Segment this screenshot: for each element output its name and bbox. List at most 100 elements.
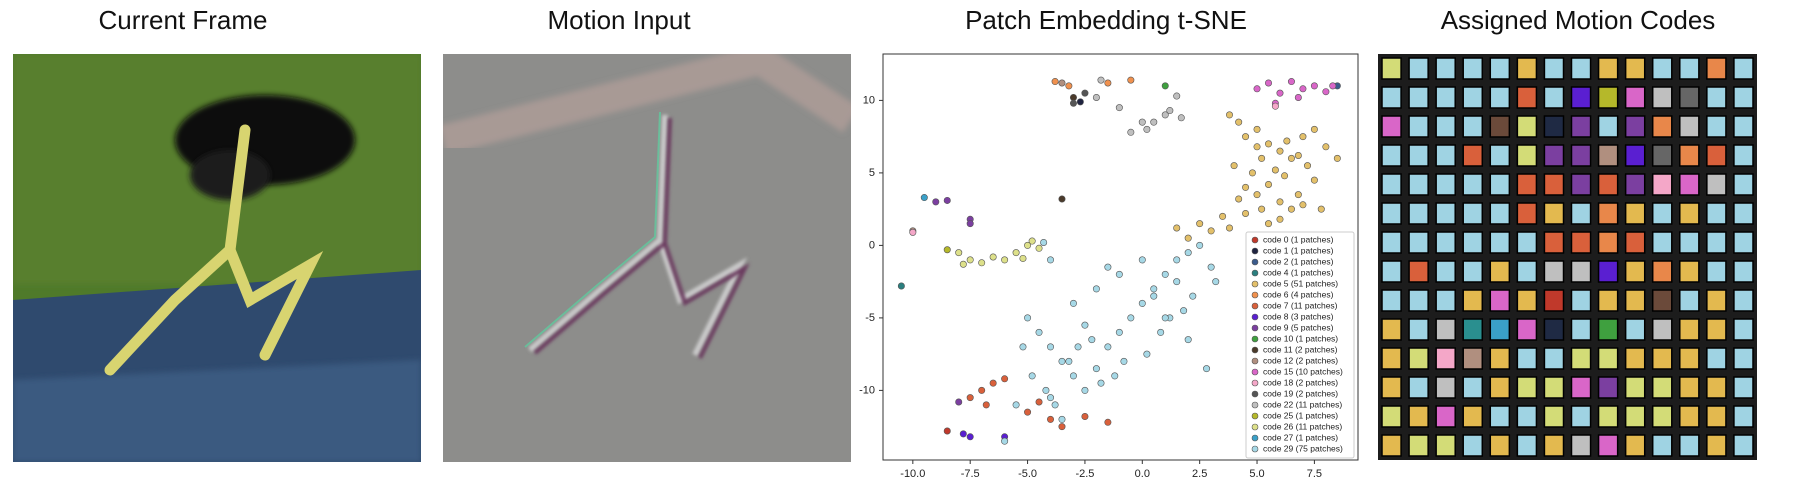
code-cell [1706, 115, 1727, 138]
point [1092, 285, 1100, 293]
point [1317, 205, 1325, 213]
point [1058, 79, 1066, 87]
point [1069, 299, 1077, 307]
code-cell [1624, 57, 1646, 80]
code-cell [1733, 260, 1754, 283]
point [1310, 82, 1318, 90]
code-cell [1679, 434, 1700, 457]
point [1161, 82, 1169, 90]
legend-label: code 27 (1 patches) [1263, 432, 1338, 442]
point [1276, 198, 1284, 206]
code-cell [1733, 57, 1754, 80]
code-cell [1679, 173, 1700, 196]
point [1265, 79, 1273, 87]
legend-marker [1251, 291, 1259, 299]
point [1203, 365, 1211, 373]
point [1120, 357, 1128, 365]
code-cell [1651, 289, 1673, 312]
point [1024, 408, 1032, 416]
point [1097, 379, 1105, 387]
code-cell [1435, 173, 1456, 196]
point [1051, 401, 1059, 409]
code-cell [1543, 289, 1565, 312]
point [1173, 224, 1181, 232]
code-cell [1624, 318, 1646, 341]
panel-title: Assigned Motion Codes [1441, 5, 1716, 35]
point [1265, 220, 1273, 228]
code-cell [1489, 260, 1511, 283]
code-cell [1706, 202, 1727, 225]
code-cell [1489, 173, 1511, 196]
point [1035, 328, 1043, 336]
code-cell [1679, 289, 1700, 312]
code-cell [1462, 115, 1484, 138]
point [1276, 89, 1284, 97]
code-cell [1462, 318, 1484, 341]
code-cell [1408, 347, 1429, 370]
point [1299, 133, 1307, 141]
point [932, 198, 940, 206]
code-cell [1733, 86, 1754, 109]
x-tick-label: 5.0 [1249, 468, 1264, 480]
code-cell [1570, 144, 1592, 167]
code-cell [1435, 57, 1456, 80]
x-tick-label: -7.5 [961, 468, 980, 480]
legend-marker [1251, 434, 1259, 442]
code-cell [1516, 144, 1538, 167]
code-cell [1462, 376, 1484, 399]
point [1127, 76, 1135, 84]
code-cell [1651, 405, 1673, 428]
legend-label: code 8 (3 patches) [1263, 311, 1334, 321]
point [1065, 357, 1073, 365]
code-cell [1543, 434, 1565, 457]
point [1111, 372, 1119, 380]
code-cell [1651, 202, 1673, 225]
legend-label: code 29 (75 patches) [1263, 443, 1343, 453]
point [1225, 111, 1233, 119]
point [1177, 114, 1185, 122]
code-cell [1489, 115, 1511, 138]
point [1019, 254, 1027, 262]
point [1161, 111, 1169, 119]
legend-marker [1251, 412, 1259, 420]
code-cell [1381, 231, 1402, 254]
y-tick-label: 0 [869, 239, 875, 251]
point [1069, 99, 1077, 107]
point [982, 401, 990, 409]
x-tick-label: 0.0 [1135, 468, 1150, 480]
point [989, 253, 997, 261]
code-cell [1733, 376, 1754, 399]
code-cell [1651, 318, 1673, 341]
legend-marker [1251, 236, 1259, 244]
legend-label: code 0 (1 patches) [1263, 234, 1334, 244]
legend-label: code 26 (11 patches) [1263, 421, 1342, 431]
code-cell [1597, 434, 1619, 457]
point [1287, 154, 1295, 162]
code-cell [1570, 202, 1592, 225]
code-cell [1706, 231, 1727, 254]
code-cell [1543, 57, 1565, 80]
code-cell [1381, 434, 1402, 457]
code-cell [1435, 405, 1456, 428]
code-cell [1597, 376, 1619, 399]
code-cell [1679, 231, 1700, 254]
point [1235, 195, 1243, 203]
code-cell [1381, 376, 1402, 399]
code-cell [1679, 376, 1700, 399]
code-cell [1570, 231, 1592, 254]
point [1184, 249, 1192, 257]
code-cell [1516, 434, 1538, 457]
point [1253, 191, 1261, 199]
code-cell [1597, 405, 1619, 428]
code-cell [1462, 202, 1484, 225]
point [1196, 241, 1204, 249]
code-cell [1489, 405, 1511, 428]
point [943, 196, 951, 204]
point [1058, 423, 1066, 431]
code-cell [1381, 115, 1402, 138]
code-cell [1462, 173, 1484, 196]
point [1076, 98, 1084, 106]
point [1092, 94, 1100, 102]
code-cell [1462, 86, 1484, 109]
